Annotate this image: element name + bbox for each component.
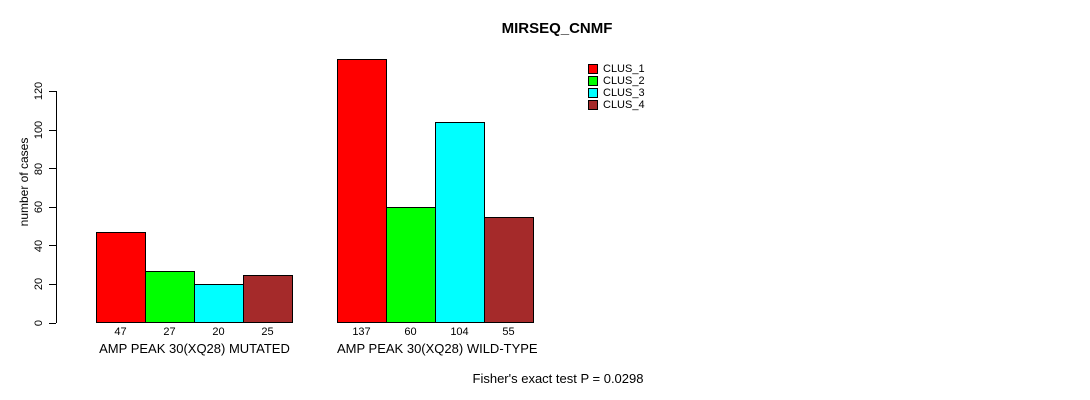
y-tick-label: 120: [33, 82, 45, 101]
bar-value-label: 137: [352, 326, 371, 338]
y-tick: [49, 90, 56, 92]
legend-label: CLUS_1: [603, 62, 645, 75]
legend-swatch: [588, 75, 598, 86]
bar: [435, 122, 485, 323]
y-axis-line: [56, 91, 57, 323]
y-tick-label: 20: [33, 278, 45, 291]
bar-value-label: 25: [261, 326, 274, 338]
legend-swatch: [588, 63, 598, 74]
legend: CLUS_1 CLUS_2 CLUS_3 CLUS_4: [588, 63, 645, 111]
bar-value-label: 104: [450, 326, 469, 338]
bar: [145, 271, 195, 323]
x-category-label: AMP PEAK 30(XQ28) MUTATED: [99, 341, 290, 356]
bar: [194, 284, 244, 323]
bar-value-label: 55: [502, 326, 515, 338]
y-tick-label: 40: [33, 239, 45, 252]
legend-item: CLUS_3: [588, 86, 645, 99]
y-tick: [49, 168, 56, 170]
bar: [386, 207, 436, 323]
y-tick-label: 100: [33, 120, 45, 140]
y-tick: [49, 206, 56, 208]
y-tick-label: 0: [33, 319, 45, 327]
y-tick-label: 80: [33, 162, 45, 175]
y-tick: [49, 129, 56, 131]
legend-swatch: [588, 99, 598, 110]
y-tick: [49, 283, 56, 285]
bar: [96, 232, 146, 323]
y-axis-label: number of cases: [17, 137, 31, 227]
y-tick-label: 60: [33, 201, 45, 214]
x-category-label: AMP PEAK 30(XQ28) WILD-TYPE: [337, 341, 538, 356]
stat-annotation: Fisher's exact test P = 0.0298: [472, 371, 644, 386]
y-tick: [49, 322, 56, 324]
y-tick: [49, 245, 56, 247]
legend-label: CLUS_4: [603, 98, 645, 111]
bar: [484, 217, 534, 323]
bar-value-label: 47: [114, 326, 127, 338]
legend-item: CLUS_1: [588, 62, 645, 75]
bar-value-label: 60: [404, 326, 417, 338]
bar-value-label: 27: [163, 326, 176, 338]
legend-label: CLUS_2: [603, 74, 645, 87]
bar: [337, 59, 387, 323]
legend-label: CLUS_3: [603, 86, 645, 99]
legend-item: CLUS_2: [588, 74, 645, 87]
chart-title: MIRSEQ_CNMF: [501, 20, 613, 37]
bar-value-label: 20: [212, 326, 225, 338]
bar: [243, 275, 293, 323]
legend-item: CLUS_4: [588, 98, 645, 111]
legend-swatch: [588, 87, 598, 98]
